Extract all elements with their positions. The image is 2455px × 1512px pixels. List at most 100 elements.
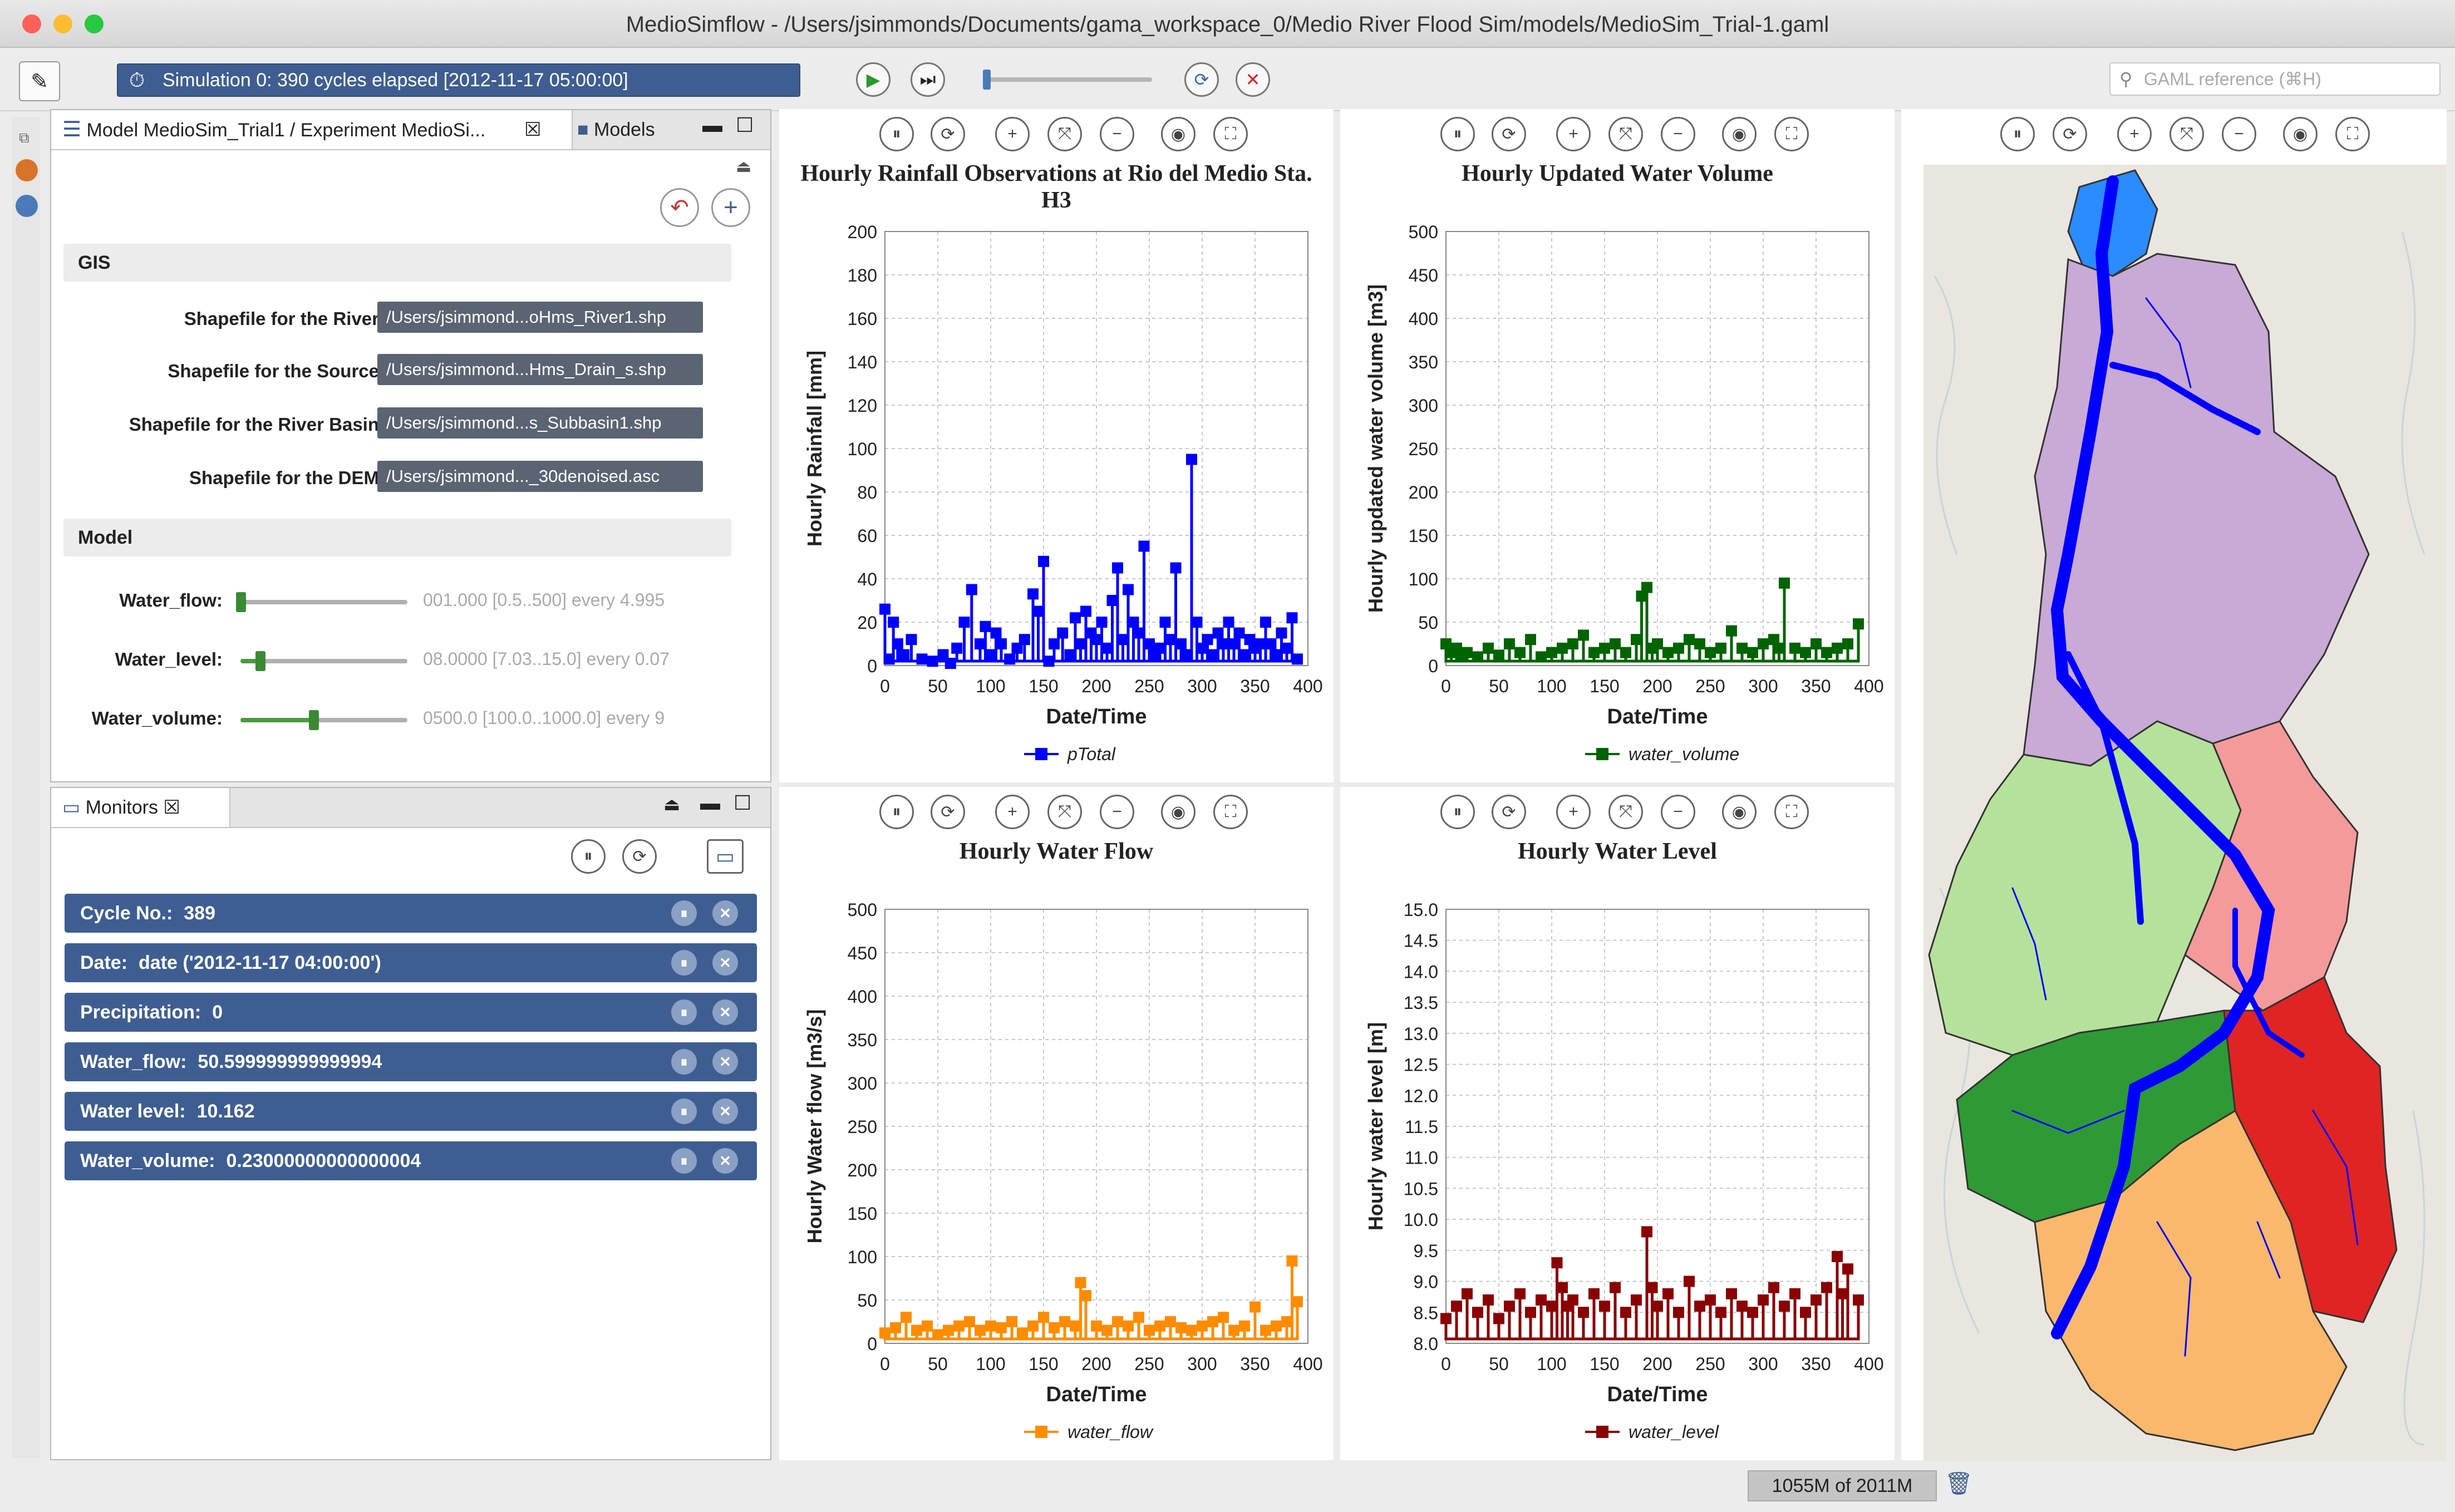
data-point[interactable] <box>1536 651 1547 663</box>
play-button[interactable]: ▶ <box>856 62 891 97</box>
data-point[interactable] <box>1011 642 1023 654</box>
zoom-fit-map-button[interactable]: ⤧ <box>2169 117 2204 151</box>
data-point[interactable] <box>1684 634 1695 646</box>
source-shapefile-field[interactable]: /Users/jsimmond...Hms_Drain_s.shp <box>377 354 703 385</box>
restore-icon[interactable]: ⧉ <box>19 129 29 146</box>
tab-close-icon[interactable]: ☒ <box>163 797 180 818</box>
data-point[interactable] <box>1004 653 1016 665</box>
data-point[interactable] <box>1758 1294 1769 1306</box>
zoom-in-chart-button[interactable]: + <box>995 795 1030 829</box>
data-point[interactable] <box>1123 1320 1134 1332</box>
data-point[interactable] <box>1789 642 1800 654</box>
data-point[interactable] <box>1694 638 1705 649</box>
data-point[interactable] <box>1514 647 1526 658</box>
data-point[interactable] <box>1736 642 1748 654</box>
data-point[interactable] <box>1567 638 1578 649</box>
data-point[interactable] <box>1504 638 1515 649</box>
monitor-row[interactable]: Water_flow: 50.599999999999994 ⏸ ✕ <box>65 1042 757 1081</box>
revert-button[interactable]: ↶ <box>660 188 699 227</box>
data-point[interactable] <box>1144 1324 1155 1336</box>
snapshot-map-button[interactable]: ◉ <box>2283 117 2318 151</box>
data-point[interactable] <box>1106 595 1118 606</box>
data-point[interactable] <box>1673 1307 1684 1318</box>
data-point[interactable] <box>890 1322 901 1333</box>
fullscreen-chart-button[interactable]: ⛶ <box>1213 795 1248 829</box>
data-point[interactable] <box>1673 642 1684 654</box>
data-point[interactable] <box>937 649 949 661</box>
water-volume-slider-thumb[interactable] <box>309 710 319 730</box>
data-point[interactable] <box>1462 647 1473 658</box>
minimize-panel-icon[interactable]: ▬ <box>702 114 722 136</box>
data-point[interactable] <box>1504 1301 1515 1312</box>
data-point[interactable] <box>1620 647 1631 658</box>
close-monitor-icon[interactable]: ✕ <box>712 950 738 976</box>
gis-section-header[interactable]: GIS <box>63 244 731 282</box>
pause-monitor-icon[interactable]: ⏸ <box>671 950 697 976</box>
data-point[interactable] <box>932 1329 943 1341</box>
collapse-icon[interactable]: ⏏ <box>736 157 752 176</box>
zoom-out-chart-button[interactable]: − <box>1661 795 1695 829</box>
data-point[interactable] <box>944 658 956 669</box>
zoom-out-chart-button[interactable]: − <box>1661 117 1695 151</box>
data-point[interactable] <box>1281 642 1292 654</box>
data-point[interactable] <box>1286 1255 1298 1267</box>
data-point[interactable] <box>1546 1301 1557 1312</box>
data-point[interactable] <box>1027 588 1039 600</box>
water-level-slider-thumb[interactable] <box>255 651 265 671</box>
data-point[interactable] <box>1525 634 1536 646</box>
data-point[interactable] <box>1027 1320 1039 1332</box>
pause-chart-button[interactable]: ⏸ <box>879 117 914 151</box>
zoom-fit-chart-button[interactable]: ⤧ <box>1047 795 1082 829</box>
data-point[interactable] <box>927 656 938 667</box>
data-point[interactable] <box>1599 642 1610 654</box>
data-point[interactable] <box>1842 1263 1853 1275</box>
tab-close-icon[interactable]: ☒ <box>524 119 542 140</box>
data-point[interactable] <box>1154 1320 1165 1332</box>
data-point[interactable] <box>1483 1294 1494 1306</box>
maximize-window-button[interactable] <box>85 14 104 33</box>
data-point[interactable] <box>1578 1307 1589 1318</box>
fullscreen-chart-button[interactable]: ⛶ <box>1774 117 1809 151</box>
pause-map-button[interactable]: ⏸ <box>2000 117 2035 151</box>
snapshot-chart-button[interactable]: ◉ <box>1722 795 1757 829</box>
data-point[interactable] <box>1265 638 1277 649</box>
data-point[interactable] <box>1779 577 1790 589</box>
data-point[interactable] <box>985 1320 996 1332</box>
zoom-out-chart-button[interactable]: − <box>1100 795 1134 829</box>
data-point[interactable] <box>1620 1307 1631 1318</box>
monitor-row[interactable]: Cycle No.: 389 ⏸ ✕ <box>65 894 757 933</box>
pause-monitors-button[interactable]: ⏸ <box>571 839 606 874</box>
data-point[interactable] <box>1705 647 1716 658</box>
data-point[interactable] <box>1610 638 1621 649</box>
data-point[interactable] <box>1281 1316 1292 1327</box>
data-point[interactable] <box>1292 653 1303 665</box>
data-point[interactable] <box>1260 617 1271 628</box>
water-level-slider[interactable] <box>240 651 407 671</box>
data-point[interactable] <box>1451 1301 1462 1312</box>
data-point[interactable] <box>1233 627 1245 639</box>
stop-button[interactable]: ✕ <box>1236 62 1270 97</box>
data-point[interactable] <box>953 1320 965 1332</box>
data-point[interactable] <box>1133 1312 1144 1323</box>
zoom-in-map-button[interactable]: + <box>2117 117 2152 151</box>
data-point[interactable] <box>1165 634 1176 646</box>
data-point[interactable] <box>958 617 970 628</box>
data-point[interactable] <box>1019 634 1030 646</box>
data-point[interactable] <box>1165 1316 1176 1327</box>
data-point[interactable] <box>892 638 903 649</box>
data-point[interactable] <box>1170 562 1182 574</box>
data-point[interactable] <box>1636 590 1647 602</box>
data-point[interactable] <box>1006 1316 1017 1327</box>
data-point[interactable] <box>1694 1301 1705 1312</box>
data-point[interactable] <box>1557 642 1568 654</box>
monitor-row[interactable]: Date: date ('2012-11-17 04:00:00') ⏸ ✕ <box>65 943 757 982</box>
snapshot-chart-button[interactable]: ◉ <box>1161 117 1195 151</box>
data-point[interactable] <box>1747 1307 1758 1318</box>
add-parameter-button[interactable]: + <box>711 188 750 227</box>
data-point[interactable] <box>1821 1282 1832 1293</box>
data-point[interactable] <box>1726 625 1737 637</box>
console-icon[interactable] <box>16 159 38 181</box>
data-point[interactable] <box>980 620 991 632</box>
data-point[interactable] <box>1557 1282 1568 1293</box>
monitor-row[interactable]: Water level: 10.162 ⏸ ✕ <box>65 1092 757 1131</box>
